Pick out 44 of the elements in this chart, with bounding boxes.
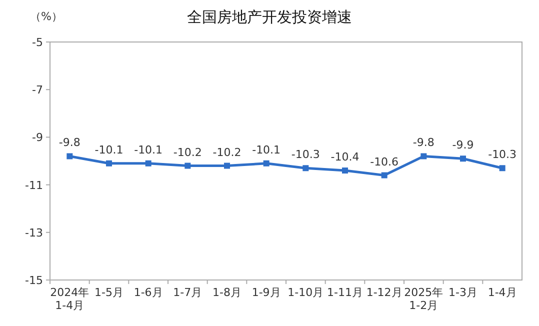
point [342, 168, 348, 174]
data-label: -9.8 [412, 136, 434, 150]
chart-title: 全国房地产开发投资增速 [187, 8, 352, 26]
x-tick-label: 1-6月 [134, 286, 163, 299]
point [302, 165, 309, 172]
x-tick-label: 1-3月 [448, 286, 478, 299]
x-tick-label: 1-10月 [288, 286, 324, 299]
y-tick-label: -13 [25, 226, 43, 240]
x-tick-label: 1-12月 [366, 286, 402, 299]
data-label: -9.8 [58, 136, 80, 150]
data-label: -10.1 [252, 143, 281, 156]
point [263, 160, 270, 166]
point [184, 162, 191, 169]
data-label: -9.9 [452, 138, 474, 152]
point [106, 160, 112, 166]
x-tick-label: 1-11月 [327, 286, 363, 299]
y-tick-label: -15 [25, 274, 43, 287]
y-tick-label: -5 [32, 36, 43, 49]
x-tick-label: 2025年 1-2月 [404, 286, 444, 312]
data-label: -10.2 [212, 146, 242, 159]
point [145, 160, 152, 166]
y-tick-label: -11 [25, 178, 43, 192]
point [224, 162, 230, 169]
point [460, 156, 466, 162]
x-tick-label: 1-7月 [173, 286, 202, 299]
x-tick-label: 1-9月 [252, 286, 281, 299]
point [381, 172, 388, 178]
data-label: -10.1 [134, 143, 163, 156]
x-tick-label: 1-4月 [488, 286, 517, 299]
y-tick-label: -9 [32, 131, 43, 144]
x-tick-label: 1-5月 [94, 286, 124, 299]
data-label: -10.6 [370, 155, 399, 168]
x-tick-label: 2024年 1-4月 [50, 286, 90, 312]
data-label: -10.2 [173, 146, 202, 159]
data-label: -10.3 [291, 148, 320, 162]
data-label: -10.4 [330, 150, 360, 164]
x-tick-label: 1-8月 [212, 286, 242, 299]
point [499, 165, 506, 172]
y-tick-label: -7 [32, 84, 43, 97]
point [66, 153, 73, 160]
y-axis-title: （%） [30, 10, 62, 23]
point [420, 153, 427, 160]
data-label: -10.3 [488, 148, 517, 162]
data-label: -10.1 [94, 143, 124, 156]
